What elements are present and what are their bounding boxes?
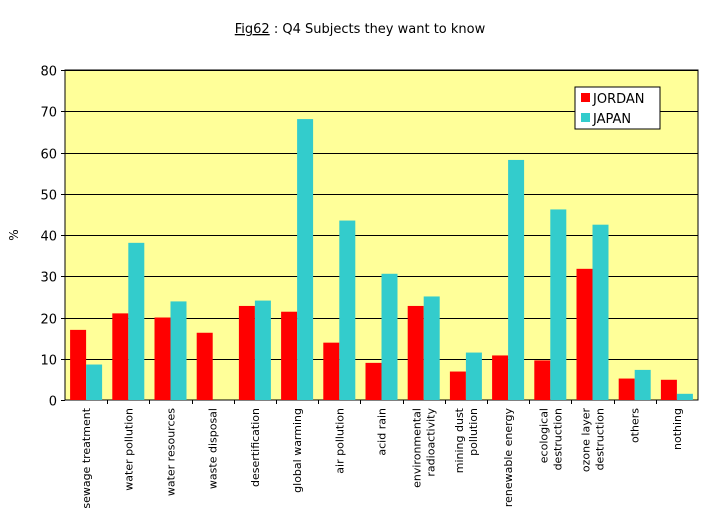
x-tick-label-line: environmental (411, 408, 424, 488)
x-tick-label: environmental radioactivity (411, 408, 438, 488)
bar-japan (297, 119, 314, 401)
x-tick-label-line: water pollution (122, 408, 135, 491)
bar-japan (550, 209, 567, 400)
bar-jordan (154, 317, 171, 400)
bar-jordan (534, 360, 551, 400)
bar-jordan (492, 355, 509, 400)
bar-japan (592, 224, 609, 400)
x-tick-label-line: pollution (467, 408, 480, 456)
x-tick-label: waste disposal (207, 408, 220, 489)
x-tick-label-line: waste disposal (207, 408, 220, 489)
bar-jordan (112, 313, 129, 400)
bar-jordan (365, 362, 382, 400)
y-tick-label: 0 (49, 395, 57, 410)
chart-title: Fig62 : Q4 Subjects they want to know (235, 22, 486, 37)
x-tick-label-line: air pollution (333, 408, 346, 474)
x-tick-label-line: water resources (165, 408, 178, 496)
bar-jordan (660, 379, 677, 400)
x-tick-label: others (629, 408, 642, 443)
x-axis-labels: sewage treatment water pollution water res… (80, 400, 684, 509)
x-tick-label-line: mining dust (453, 407, 466, 473)
chart-title-text: : Q4 Subjects they want to know (270, 22, 486, 37)
x-tick-label: water pollution (122, 408, 135, 491)
x-tick-label-line: destruction (551, 408, 564, 470)
y-tick-label: 50 (40, 189, 57, 204)
x-tick-label: mining dust pollution (453, 407, 480, 473)
legend-label: JAPAN (592, 112, 631, 127)
legend-swatch (581, 113, 590, 122)
bar-japan (634, 369, 651, 400)
chart-title-figure-ref: Fig62 (235, 22, 270, 37)
x-tick-label: ozone layer destruction (580, 408, 607, 473)
x-tick-label-line: renewable energy (502, 408, 515, 508)
x-tick-label-line: ecological (537, 408, 550, 463)
y-tick-label: 30 (40, 271, 57, 286)
bars (70, 119, 693, 401)
y-tick-label: 40 (40, 230, 57, 245)
x-tick-label: acid rain (376, 408, 389, 456)
bar-jordan (70, 329, 87, 400)
x-tick-label: sewage treatment (80, 407, 93, 508)
bar-jordan (407, 305, 424, 400)
bar-jordan (618, 378, 635, 400)
legend: JORDAN JAPAN (574, 86, 661, 130)
x-tick-label: ecological destruction (537, 408, 564, 470)
y-axis-ticks: 0 10 20 30 40 50 60 70 80 (40, 65, 65, 410)
x-tick-label-line: global warming (291, 408, 304, 493)
bar-japan (465, 352, 482, 400)
bar-jordan (196, 332, 213, 400)
bar-japan (508, 159, 525, 400)
bar-jordan (323, 342, 340, 400)
bar-japan (170, 301, 187, 400)
x-tick-label-line: ozone layer (580, 408, 593, 473)
x-tick-label: global warming (291, 408, 304, 493)
y-tick-label: 60 (40, 148, 57, 163)
legend-label: JORDAN (592, 92, 645, 107)
bar-jordan (281, 311, 298, 400)
x-tick-label-line: nothing (671, 408, 684, 450)
x-tick-label-line: acid rain (376, 408, 389, 456)
x-tick-label: water resources (165, 408, 178, 496)
x-tick-label-line: radioactivity (425, 408, 438, 477)
bar-japan (676, 393, 693, 400)
y-tick-label: 20 (40, 313, 57, 328)
bar-japan (381, 273, 398, 400)
x-tick-label-line: sewage treatment (80, 407, 93, 508)
legend-swatch (581, 93, 590, 102)
y-tick-label: 10 (40, 354, 57, 369)
bar-jordan (449, 371, 466, 400)
x-tick-label: air pollution (333, 408, 346, 474)
bar-japan (128, 242, 145, 400)
bar-jordan (238, 305, 255, 400)
x-tick-label-line: desertification (249, 408, 262, 487)
x-tick-label-line: others (629, 408, 642, 443)
x-tick-label: desertification (249, 408, 262, 487)
y-tick-label: 80 (40, 65, 57, 80)
bar-japan (86, 364, 103, 400)
bar-jordan (576, 268, 593, 400)
y-axis-label: % (7, 229, 21, 240)
y-tick-label: 70 (40, 106, 57, 121)
bar-japan (339, 220, 356, 400)
x-tick-label: renewable energy (502, 408, 515, 508)
bar-japan (254, 300, 271, 400)
bar-japan (423, 296, 440, 400)
x-tick-label-line: destruction (594, 408, 607, 470)
x-tick-label: nothing (671, 408, 684, 450)
